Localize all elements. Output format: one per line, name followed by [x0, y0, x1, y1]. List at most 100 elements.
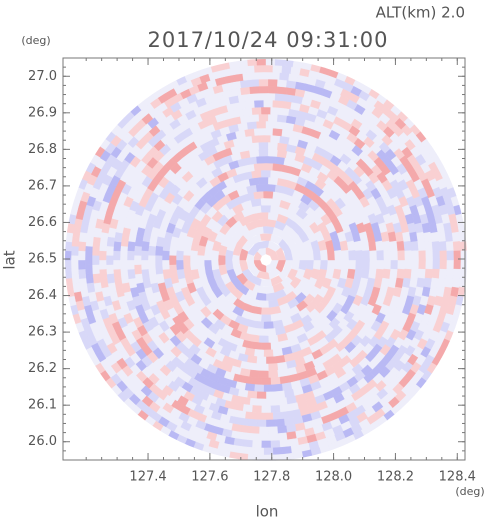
echo-cell: [254, 447, 264, 456]
echo-cell: [270, 71, 281, 80]
echo-cell: [265, 328, 277, 337]
echo-cell: [228, 59, 240, 69]
echo-cell: [249, 85, 260, 94]
echo-cell: [197, 254, 205, 266]
echo-cell: [249, 397, 260, 407]
echo-cell: [168, 245, 178, 256]
echo-cell: [283, 59, 295, 68]
echo-cell: [258, 363, 269, 372]
echo-cell: [319, 249, 329, 261]
echo-cell: [277, 432, 288, 441]
echo-cell: [126, 250, 135, 261]
echo-cell: [258, 433, 269, 442]
echo-cell: [410, 240, 419, 252]
echo-cell: [369, 250, 378, 261]
echo-cell: [105, 264, 114, 275]
echo-cell: [382, 268, 391, 280]
echo-cell: [249, 426, 260, 435]
echo-cell: [446, 259, 455, 270]
echo-cell: [257, 211, 269, 220]
echo-cell: [355, 250, 364, 261]
echo-cell: [248, 141, 260, 151]
echo-cell: [272, 99, 283, 109]
echo-cell: [260, 307, 272, 315]
echo-cell: [397, 250, 406, 261]
echo-cell: [256, 155, 267, 164]
echo-cell: [279, 439, 290, 448]
echo-cell: [411, 250, 420, 261]
echo-cell: [382, 240, 391, 252]
echo-cell: [249, 78, 260, 87]
echo-cell: [263, 127, 274, 136]
echo-cell: [242, 404, 253, 413]
echo-cell: [258, 370, 269, 379]
echo-cell: [210, 259, 220, 271]
echo-cell: [249, 148, 260, 158]
echo-cell: [274, 390, 286, 399]
echo-cell: [257, 300, 269, 309]
echo-cell: [84, 245, 93, 256]
echo-cell: [265, 356, 276, 365]
echo-cell: [283, 452, 295, 461]
echo-cell: [119, 255, 128, 265]
echo-cell: [239, 79, 251, 89]
echo-cell: [253, 127, 264, 136]
echo-cell: [84, 264, 93, 275]
echo-cell: [260, 134, 272, 143]
echo-cell: [77, 268, 87, 279]
echo-cell: [106, 236, 115, 247]
echo-cell: [249, 113, 260, 123]
x-tick-label: 127.6: [191, 470, 228, 485]
echo-cell: [260, 198, 272, 206]
echo-cell: [452, 268, 462, 279]
echo-cell: [256, 120, 267, 129]
echo-cell: [268, 334, 279, 344]
echo-cell: [272, 411, 283, 421]
echo-cell: [106, 273, 115, 284]
echo-cell: [430, 231, 440, 243]
echo-cell: [375, 268, 384, 280]
echo-cell: [258, 148, 269, 157]
echo-cell: [265, 92, 276, 101]
echo-cell: [444, 277, 454, 289]
y-tick-label: 26.6: [28, 215, 57, 230]
echo-cell: [70, 264, 79, 275]
echo-cell: [246, 121, 258, 130]
echo-cell: [258, 78, 269, 87]
echo-cell: [65, 277, 74, 289]
echo-cell: [244, 411, 256, 420]
echo-cell: [439, 250, 448, 261]
echo-cell: [417, 268, 426, 279]
echo-field: [65, 59, 467, 461]
echo-cell: [362, 250, 371, 261]
echo-cell: [268, 176, 279, 186]
echo-cell: [258, 141, 269, 150]
echo-cell: [276, 425, 288, 434]
echo-cell: [390, 250, 399, 261]
echo-cell: [175, 250, 184, 261]
echo-cell: [390, 259, 399, 270]
echo-cell: [334, 249, 343, 261]
echo-cell: [272, 127, 283, 137]
echo-cell: [113, 240, 122, 252]
echo-cell: [247, 93, 258, 102]
echo-cell: [247, 453, 258, 461]
echo-cell: [270, 405, 281, 414]
echo-cell: [244, 100, 256, 109]
echo-cell: [127, 240, 136, 252]
echo-cell: [432, 259, 441, 270]
echo-cell: [251, 440, 262, 449]
echo-cell: [119, 245, 128, 256]
y-tick-label: 26.5: [28, 252, 57, 267]
echo-cell: [249, 433, 260, 442]
echo-cell: [451, 231, 461, 243]
echo-cell: [268, 370, 279, 379]
echo-cell: [279, 404, 290, 413]
echo-cell: [218, 254, 226, 266]
echo-cell: [348, 259, 357, 270]
echo-cell: [453, 259, 462, 270]
echo-cell: [276, 397, 288, 406]
echo-cell: [265, 183, 277, 192]
echo-cell: [261, 440, 271, 449]
echo-cell: [240, 424, 251, 434]
